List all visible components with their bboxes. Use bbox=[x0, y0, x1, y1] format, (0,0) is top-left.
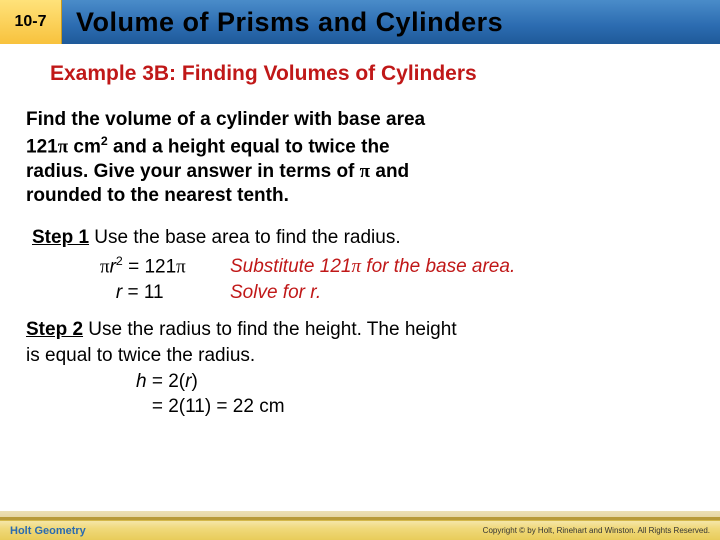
m1-end: ) bbox=[191, 371, 197, 392]
step1-eq1: πr2 = 121π bbox=[100, 253, 230, 280]
problem-line3-end: and bbox=[370, 161, 409, 182]
step1-math-row2: πrr = 11 Solve for r. bbox=[26, 280, 694, 306]
problem-line2-exp: 2 bbox=[101, 134, 108, 148]
problem-statement: Find the volume of a cylinder with base … bbox=[26, 108, 694, 209]
problem-line2-num: 121 bbox=[26, 136, 58, 157]
pi-symbol: π bbox=[351, 256, 361, 277]
step2-block: Step 2 Use the radius to find the height… bbox=[26, 317, 694, 368]
step2-text2: is equal to twice the radius. bbox=[26, 345, 255, 366]
step1-text: Use the base area to find the radius. bbox=[89, 227, 401, 248]
footer-brand: Holt Geometry bbox=[10, 525, 86, 537]
pi-symbol: π bbox=[100, 256, 110, 277]
slide-footer: Holt Geometry Copyright © by Holt, Rineh… bbox=[0, 520, 720, 540]
step1-math-row1: πr2 = 121π Substitute 121π for the base … bbox=[26, 253, 694, 280]
step2-label: Step 2 bbox=[26, 319, 83, 340]
step1-comment2: Solve for r. bbox=[230, 280, 321, 306]
lesson-number-tab: 10-7 bbox=[0, 0, 62, 44]
step1-label: Step 1 bbox=[32, 227, 89, 248]
example-heading: Example 3B: Finding Volumes of Cylinders bbox=[26, 62, 694, 86]
step2-math: h = 2(r) = 2(11) = 22 cm bbox=[26, 369, 694, 420]
exp-2: 2 bbox=[116, 254, 123, 268]
comment1b: for the base area. bbox=[361, 256, 515, 277]
pi-symbol: π bbox=[360, 161, 370, 182]
step1-comment1: Substitute 121π for the base area. bbox=[230, 254, 515, 280]
var-h: h bbox=[136, 371, 147, 392]
slide-header: 10-7 Volume of Prisms and Cylinders bbox=[0, 0, 720, 44]
comment1a: Substitute 121 bbox=[230, 256, 351, 277]
step2-text1: Use the radius to find the height. The h… bbox=[83, 319, 457, 340]
problem-line3: radius. Give your answer in terms of bbox=[26, 161, 360, 182]
footer-copyright: Copyright © by Holt, Rinehart and Winsto… bbox=[483, 526, 710, 535]
problem-line1: Find the volume of a cylinder with base … bbox=[26, 109, 425, 130]
step1-eq2: πrr = 11 bbox=[100, 280, 230, 306]
problem-line2-unit: cm bbox=[68, 136, 101, 157]
m1-eq: = 2( bbox=[147, 371, 186, 392]
slide-title: Volume of Prisms and Cylinders bbox=[62, 7, 720, 38]
slide-content: Example 3B: Finding Volumes of Cylinders… bbox=[0, 44, 720, 420]
pi-symbol: π bbox=[176, 256, 186, 277]
problem-line4: rounded to the nearest tenth. bbox=[26, 185, 289, 206]
lesson-number: 10-7 bbox=[14, 13, 46, 31]
pi-symbol: π bbox=[58, 136, 68, 157]
eq1-rhs: = 121 bbox=[123, 256, 176, 277]
step1-line: Step 1 Use the base area to find the rad… bbox=[26, 225, 694, 251]
eq2-rhs: = 11 bbox=[122, 282, 163, 303]
m2-line: = 2(11) = 22 cm bbox=[136, 396, 285, 417]
problem-line2-rest: and a height equal to twice the bbox=[108, 136, 390, 157]
